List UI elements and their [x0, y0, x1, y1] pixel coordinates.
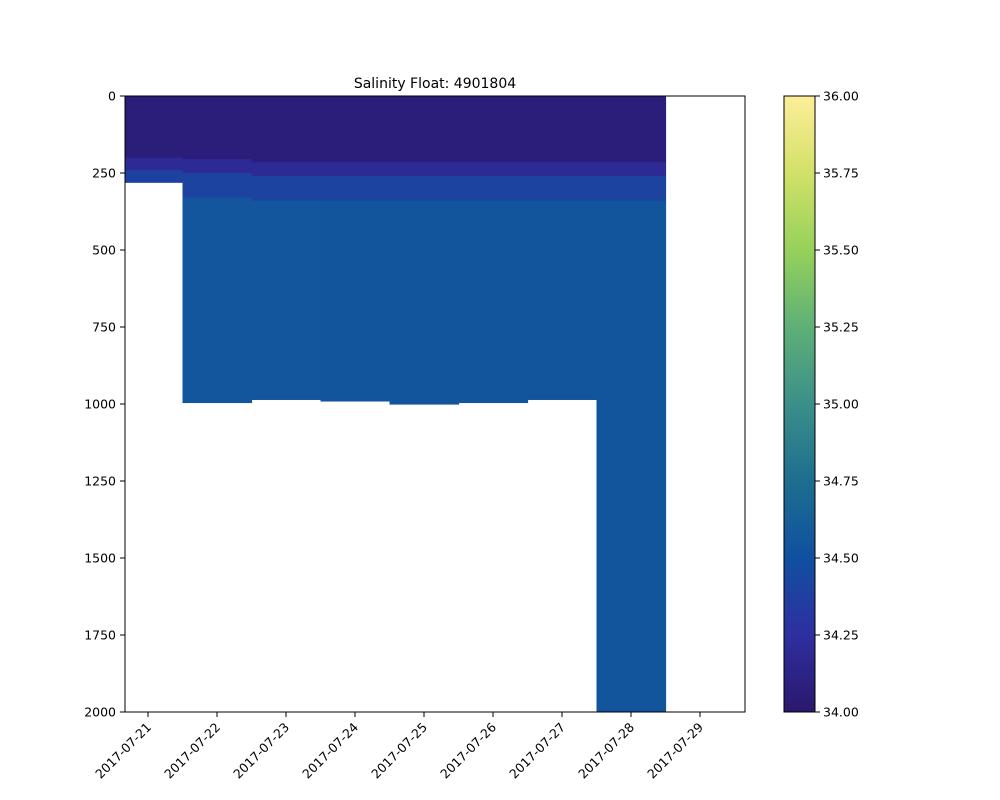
salinity-cell [458, 162, 529, 177]
chart-title: Salinity Float: 4901804 [354, 76, 516, 92]
y-tick-label: 1500 [84, 551, 116, 566]
y-tick-label: 250 [92, 166, 116, 181]
salinity-cell [320, 176, 391, 202]
salinity-cell [320, 162, 391, 177]
salinity-cell [458, 200, 529, 404]
colorbar-tick-label: 35.25 [823, 320, 859, 335]
x-tick-label: 2017-07-22 [161, 720, 223, 782]
colorbar-tick-label: 35.75 [823, 166, 859, 181]
colorbar: 34.00 34.25 34.50 34.75 35.00 35.25 35.50 35.75… [783, 89, 859, 720]
salinity-cell [251, 200, 322, 400]
salinity-cell [125, 169, 184, 183]
colorbar-tick-label: 34.75 [823, 474, 859, 489]
salinity-cell [182, 173, 253, 199]
salinity-cell [389, 176, 460, 202]
x-tick-label: 2017-07-29 [644, 719, 706, 781]
profile-column [251, 96, 322, 400]
x-tick-label: 2017-07-21 [92, 720, 154, 782]
salinity-cell [251, 176, 322, 202]
salinity-cell [596, 96, 667, 163]
colorbar-tick-label: 34.00 [823, 705, 859, 720]
salinity-cell [596, 200, 667, 712]
salinity-cell [320, 200, 391, 402]
colorbar-tick-label: 36.00 [823, 89, 859, 104]
salinity-cell [182, 197, 253, 404]
x-tick-label: 2017-07-23 [230, 720, 292, 782]
salinity-cell [389, 200, 460, 405]
salinity-cell [182, 96, 253, 160]
salinity-cell [527, 162, 598, 177]
x-tick-label: 2017-07-26 [437, 719, 499, 781]
y-tick-label: 1250 [84, 474, 116, 489]
profile-column [320, 96, 391, 402]
salinity-cell [389, 96, 460, 163]
y-tick-label: 1000 [84, 397, 116, 412]
colorbar-gradient [783, 95, 816, 713]
profile-column [458, 96, 529, 404]
salinity-cell [596, 176, 667, 202]
y-tick-label: 0 [108, 89, 116, 104]
profile-column [182, 96, 253, 404]
salinity-cell [125, 157, 184, 171]
profile-column [125, 96, 184, 183]
colorbar-tick-label: 35.00 [823, 397, 859, 412]
profile-column [389, 96, 460, 405]
y-tick-label: 2000 [84, 705, 116, 720]
y-tick-label: 750 [92, 320, 116, 335]
salinity-cell [596, 162, 667, 177]
y-tick-label: 500 [92, 243, 116, 258]
plot-area [125, 96, 667, 712]
salinity-cell [182, 159, 253, 174]
colorbar-tick-label: 34.50 [823, 551, 859, 566]
colorbar-tick-label: 35.50 [823, 243, 859, 258]
salinity-cell [251, 96, 322, 163]
y-tick-label: 1750 [84, 628, 116, 643]
y-axis: 0 250 500 750 1000 1250 1500 1750 2000 [84, 89, 125, 720]
plot-frame [124, 95, 746, 713]
salinity-cell [389, 162, 460, 177]
x-tick-label: 2017-07-28 [575, 719, 637, 781]
salinity-cell [527, 200, 598, 400]
salinity-cell [458, 176, 529, 202]
x-axis: 2017-07-21 2017-07-22 2017-07-23 2017-07-24… [92, 712, 706, 781]
profile-column [527, 96, 598, 400]
salinity-cell [320, 96, 391, 163]
salinity-cell [527, 176, 598, 202]
colorbar-tick-label: 34.25 [823, 628, 859, 643]
x-tick-label: 2017-07-24 [299, 719, 361, 781]
salinity-cell [125, 96, 184, 159]
profile-column [596, 96, 667, 712]
salinity-cell [251, 162, 322, 177]
salinity-cell [458, 96, 529, 163]
salinity-cell [527, 96, 598, 163]
x-tick-label: 2017-07-25 [368, 720, 430, 782]
x-tick-label: 2017-07-27 [506, 720, 568, 782]
